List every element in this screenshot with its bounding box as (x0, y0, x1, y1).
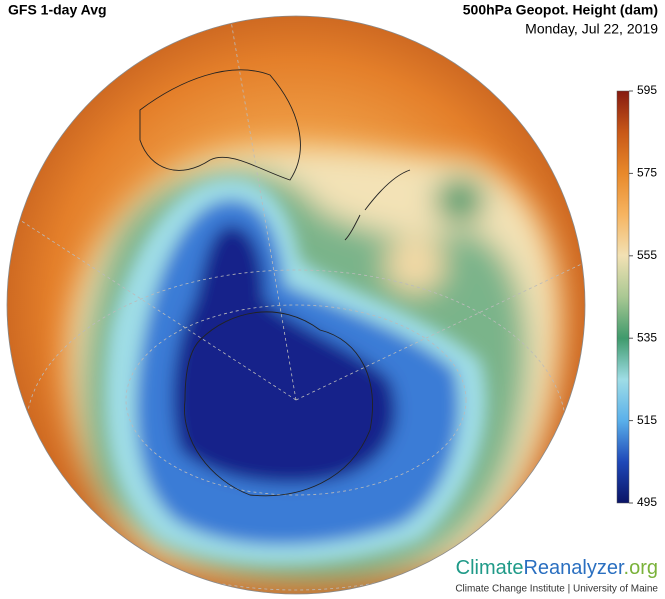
header-date: Monday, Jul 22, 2019 (525, 21, 658, 37)
colorbar (616, 90, 630, 504)
logo-subtitle: Climate Change Institute | University of… (455, 584, 658, 595)
logo: ClimateReanalyzer.org (456, 557, 658, 579)
colorbar-tick-label: 555 (637, 248, 657, 262)
colorbar-tick-label: 535 (637, 330, 657, 344)
logo-part: Climate (456, 557, 524, 579)
logo-part: Reanalyzer (523, 557, 625, 579)
header-left: GFS 1-day Avg (8, 2, 107, 18)
header-right: 500hPa Geopot. Height (dam) (463, 2, 658, 18)
colorbar-tick-label: 515 (637, 413, 657, 427)
colorbar-tick-label: 595 (637, 83, 657, 97)
colorbar-tick-label: 495 (637, 495, 657, 509)
colorbar-tick-label: 575 (637, 166, 657, 180)
globe-field (7, 16, 585, 594)
logo-part: .org (624, 557, 658, 579)
